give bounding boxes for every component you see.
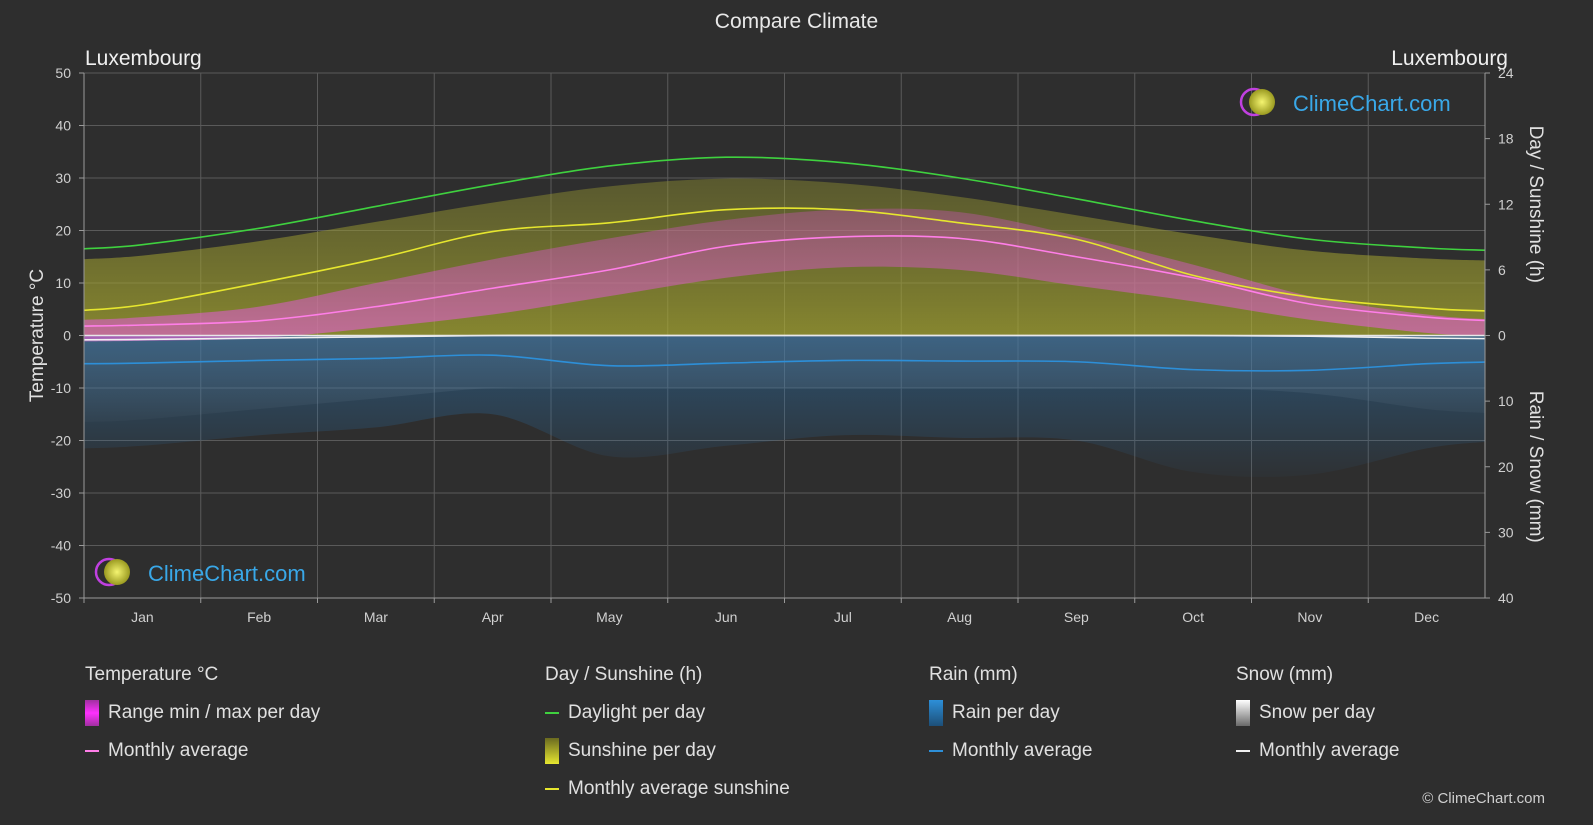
month-label: Mar xyxy=(364,609,388,625)
legend-rain-title: Rain (mm) xyxy=(929,664,1018,685)
left-tick-label: -40 xyxy=(51,538,71,554)
daylight-line xyxy=(83,156,1486,251)
left-tick-label: 0 xyxy=(63,328,71,344)
left-tick-label: 10 xyxy=(55,275,71,291)
chart-title: Compare Climate xyxy=(714,10,879,33)
month-label: Apr xyxy=(482,609,504,625)
sunshine-avg-line xyxy=(83,207,1486,312)
left-axis-title: Temperature °C xyxy=(27,269,48,402)
location-right: Luxembourg xyxy=(1391,47,1508,70)
legend-label: Monthly average sunshine xyxy=(568,778,790,799)
legend-item: Rain per day xyxy=(929,700,1092,726)
legend-label: Monthly average xyxy=(108,740,249,761)
legend-item: Snow per day xyxy=(1236,700,1399,726)
month-label: May xyxy=(596,609,622,625)
right-bottom-tick-label: 20 xyxy=(1498,459,1514,475)
right-top-axis-title: Day / Sunshine (h) xyxy=(1525,126,1546,283)
legend-temperature: Temperature °C Range min / max per day M… xyxy=(85,664,320,778)
legend-label: Daylight per day xyxy=(568,702,706,723)
left-tick-label: 50 xyxy=(55,65,71,81)
right-bottom-tick-label: 30 xyxy=(1498,524,1514,540)
logo-sun-icon xyxy=(104,559,130,585)
legend-item: Range min / max per day xyxy=(85,700,321,726)
rain-per-day-area xyxy=(84,335,1485,478)
sunshine-avg-swatch xyxy=(545,788,559,790)
brand-logo-bottom: ClimeChart.com xyxy=(94,557,306,587)
right-top-tick-label: 12 xyxy=(1498,196,1514,212)
month-label: Dec xyxy=(1414,609,1439,625)
legend-label: Range min / max per day xyxy=(108,702,321,723)
legend-item: Monthly average xyxy=(1236,740,1399,762)
brand-text-top: ClimeChart.com xyxy=(1293,91,1451,116)
legend-snow: Snow (mm) Snow per day Monthly average xyxy=(1236,664,1399,778)
axes: 50 40 30 20 10 0 -10 -20 -30 -40 -50 24 18 12 6 0 10 20 30… xyxy=(27,65,1546,625)
temp-avg-swatch xyxy=(85,750,99,752)
data-areas xyxy=(84,178,1485,478)
daylight-swatch xyxy=(545,712,559,714)
left-tick-label: 30 xyxy=(55,170,71,186)
month-label: Jun xyxy=(715,609,738,625)
brand-logo-top: ClimeChart.com xyxy=(1239,87,1451,117)
rain-swatch xyxy=(929,700,943,726)
legend-label: Snow per day xyxy=(1259,702,1376,723)
climate-chart: 50 40 30 20 10 0 -10 -20 -30 -40 -50 24 18 12 6 0 10 20 30… xyxy=(27,65,1546,625)
right-top-tick-label: 6 xyxy=(1498,262,1506,278)
legend-sunshine: Day / Sunshine (h) Daylight per day Suns… xyxy=(545,664,790,816)
month-label: Aug xyxy=(947,609,972,625)
brand-text-bottom: ClimeChart.com xyxy=(148,561,306,586)
right-top-tick-label: 18 xyxy=(1498,131,1514,147)
snow-swatch xyxy=(1236,700,1250,726)
month-label: Sep xyxy=(1064,609,1089,625)
legend-item: Monthly average xyxy=(85,740,320,762)
month-label: Oct xyxy=(1182,609,1204,625)
month-label: Jul xyxy=(834,609,852,625)
legend-rain: Rain (mm) Rain per day Monthly average xyxy=(929,664,1092,778)
left-tick-label: -50 xyxy=(51,590,71,606)
month-label: Jan xyxy=(131,609,154,625)
left-tick-label: -30 xyxy=(51,485,71,501)
legend-temperature-title: Temperature °C xyxy=(85,664,219,685)
right-bottom-tick-label: 40 xyxy=(1498,590,1514,606)
data-lines xyxy=(83,156,1486,372)
month-label: Nov xyxy=(1297,609,1322,625)
month-label: Feb xyxy=(247,609,271,625)
temperature-range-area xyxy=(84,208,1485,342)
right-bottom-tick-label: 10 xyxy=(1498,393,1514,409)
legend-item: Sunshine per day xyxy=(545,738,790,764)
sunshine-swatch xyxy=(545,738,559,764)
legend-item: Daylight per day xyxy=(545,702,790,724)
rain-avg-swatch xyxy=(929,750,943,752)
left-tick-label: 20 xyxy=(55,223,71,239)
right-bottom-axis-title: Rain / Snow (mm) xyxy=(1525,391,1546,543)
legend-sunshine-title: Day / Sunshine (h) xyxy=(545,664,703,685)
temperature-avg-line xyxy=(83,235,1486,327)
rain-avg-line xyxy=(83,354,1486,372)
left-tick-label: -20 xyxy=(51,433,71,449)
right-top-tick-label: 24 xyxy=(1498,65,1514,81)
logo-sun-icon xyxy=(1249,89,1275,115)
snow-avg-swatch xyxy=(1236,750,1250,752)
temp-range-swatch xyxy=(85,700,99,726)
left-tick-label: 40 xyxy=(55,118,71,134)
legend-item: Monthly average xyxy=(929,740,1092,762)
legend-snow-title: Snow (mm) xyxy=(1236,664,1334,685)
left-tick-label: -10 xyxy=(51,380,71,396)
right-top-tick-label: 0 xyxy=(1498,328,1506,344)
copyright: © ClimeChart.com xyxy=(1422,790,1545,807)
legend-label: Rain per day xyxy=(952,702,1060,723)
legend-label: Monthly average xyxy=(1259,740,1400,761)
legend-label: Sunshine per day xyxy=(568,740,716,761)
legend-label: Monthly average xyxy=(952,740,1093,761)
location-left: Luxembourg xyxy=(85,47,202,70)
legend-item: Monthly average sunshine xyxy=(545,778,790,800)
